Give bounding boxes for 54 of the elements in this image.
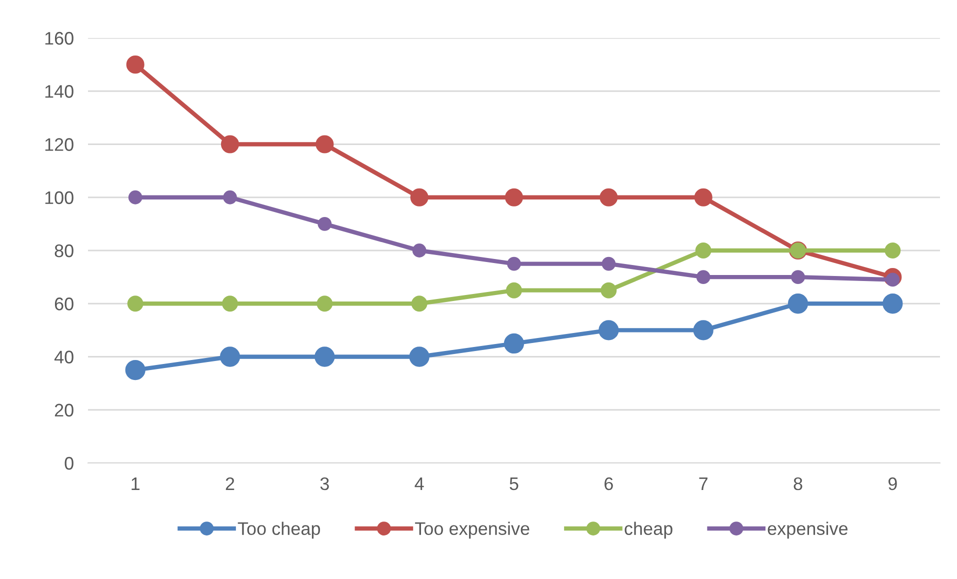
y-tick-label: 20: [54, 404, 74, 417]
x-tick-label: 9: [888, 477, 897, 490]
y-tick-label: 120: [45, 138, 74, 151]
y-tick-label: 140: [45, 85, 74, 98]
point: [507, 256, 521, 271]
point: [791, 270, 805, 284]
x-tick-label: 1: [132, 478, 140, 490]
y-tick-label: 80: [54, 244, 74, 258]
x-tick-label: 4: [414, 478, 424, 490]
point: [222, 296, 238, 312]
point: [127, 296, 144, 312]
point: [411, 296, 428, 312]
point: [125, 360, 146, 380]
x-tick-label: 6: [604, 477, 613, 490]
y-tick-label: 0: [64, 456, 74, 470]
point: [882, 294, 903, 314]
point: [693, 320, 714, 340]
point: [128, 190, 142, 204]
point: [504, 333, 524, 354]
point: [220, 346, 240, 367]
legend-label: Too cheap: [238, 522, 320, 539]
point: [220, 135, 240, 154]
point: [409, 346, 430, 367]
point: [788, 294, 808, 314]
point: [694, 188, 712, 206]
y-tick-label: 100: [45, 191, 74, 204]
legend-label: Too expensive: [415, 522, 530, 539]
x-tick-label: 3: [320, 477, 329, 490]
point: [316, 135, 334, 154]
point: [696, 270, 710, 284]
y-tick-label: 40: [54, 350, 74, 364]
point: [602, 256, 616, 271]
x-tick-label: 7: [699, 478, 708, 490]
point: [695, 242, 712, 258]
y-tick-label: 160: [45, 32, 74, 45]
x-tick-label: 2: [226, 477, 234, 490]
legend-label: expensive: [768, 522, 848, 539]
point: [223, 190, 237, 204]
point: [314, 346, 335, 367]
legend-label: cheap: [624, 522, 672, 539]
point: [412, 244, 426, 258]
point: [600, 282, 617, 298]
point: [316, 296, 333, 312]
y-tick-label: 60: [54, 298, 74, 310]
point: [318, 216, 332, 231]
point: [884, 242, 901, 258]
point: [600, 188, 618, 206]
point: [598, 320, 619, 340]
x-tick-label: 8: [794, 477, 802, 490]
point: [504, 188, 524, 206]
point: [126, 56, 144, 74]
point: [410, 188, 428, 206]
x-tick-label: 5: [510, 478, 518, 490]
point: [506, 282, 522, 298]
